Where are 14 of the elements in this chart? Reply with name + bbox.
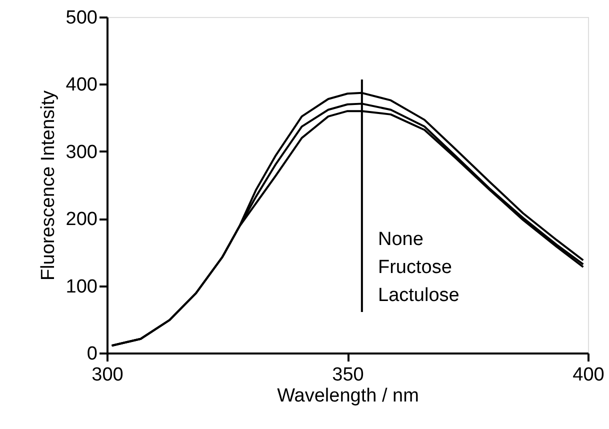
y-tick-label: 300 [66,142,98,163]
x-axis-title: Wavelength / nm [277,386,419,406]
y-tick-label: 500 [66,8,98,28]
annotation: Fructose [378,257,452,278]
x-tick-label: 300 [92,364,124,386]
annotation: None [378,229,424,250]
y-tick-label: 400 [66,74,98,96]
y-tick-label: 0 [86,344,98,364]
y-tick-label: 100 [66,276,98,298]
annotation: Lactulose [378,285,460,306]
y-axis-title: Fluorescence Intensity [38,90,59,281]
x-tick-label: 400 [572,364,604,386]
x-tick-label: 350 [332,364,364,386]
y-tick-label: 200 [66,209,98,230]
